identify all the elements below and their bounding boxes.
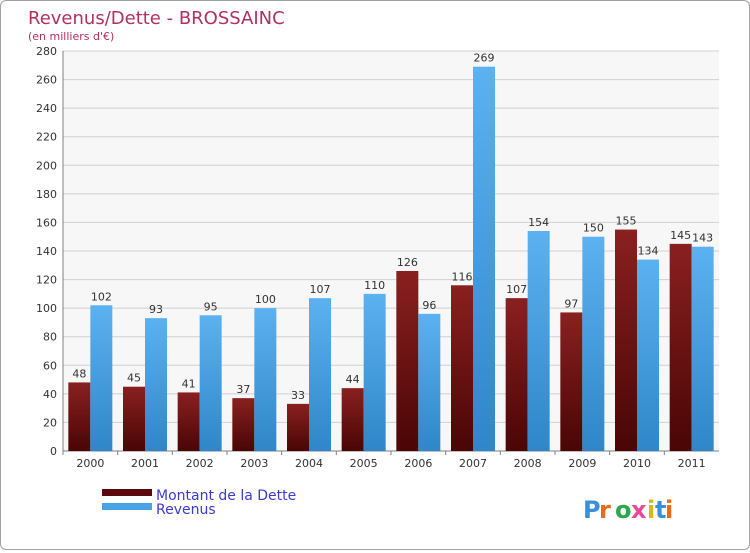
bar-revenus	[418, 313, 441, 451]
chart-title: Revenus/Dette - BROSSAINC	[28, 8, 285, 29]
y-axis-ticks: 0 20 40 60 80 100 120 140 160 180 200 220 240 260 280	[36, 45, 57, 458]
value-label-dette: 44	[346, 373, 360, 386]
bar-dette	[123, 386, 145, 451]
value-label-dette: 41	[182, 377, 196, 390]
logo-letter: i	[647, 496, 655, 524]
value-label-revenus: 154	[528, 216, 549, 229]
logo-letter: i	[665, 496, 673, 524]
value-label-revenus: 93	[149, 303, 163, 316]
logo-letter: x	[631, 496, 647, 524]
x-tick-label: 2000	[76, 457, 104, 470]
x-tick-label: 2006	[404, 457, 432, 470]
bar-revenus	[582, 236, 605, 451]
x-tick-label: 2011	[678, 457, 706, 470]
bar-dette	[287, 403, 309, 451]
bar-dette	[669, 243, 692, 451]
y-tick-label: 60	[43, 359, 57, 372]
y-tick-label: 260	[36, 74, 57, 87]
bar-revenus	[309, 298, 331, 451]
value-label-dette: 45	[127, 372, 141, 385]
value-label-dette: 97	[564, 297, 578, 310]
y-tick-label: 140	[36, 245, 57, 258]
bar-revenus	[363, 293, 386, 451]
bar-dette	[560, 312, 583, 451]
bar-revenus	[637, 259, 659, 451]
value-label-dette: 126	[397, 256, 418, 269]
value-label-revenus: 100	[255, 293, 276, 306]
y-tick-label: 120	[36, 274, 57, 287]
x-tick-label: 2004	[295, 457, 323, 470]
value-label-revenus: 96	[422, 299, 436, 312]
bar-revenus	[473, 66, 495, 451]
value-label-revenus: 107	[310, 283, 331, 296]
y-tick-label: 0	[50, 445, 57, 458]
value-label-revenus: 134	[638, 245, 659, 258]
y-tick-label: 80	[43, 331, 57, 344]
bar-revenus	[254, 308, 277, 451]
logo-letter: P	[583, 496, 601, 524]
legend-label-revenus: Revenus	[156, 502, 216, 518]
bars: 48 102 45 93 41 95 37 100 33 107 44 110 126 96 116 269 1…	[68, 52, 714, 451]
value-label-dette: 37	[236, 383, 250, 396]
y-tick-label: 180	[36, 188, 57, 201]
y-tick-label: 100	[36, 302, 57, 315]
y-tick-label: 280	[36, 45, 57, 58]
bar-revenus	[527, 231, 550, 451]
legend-swatch-revenus	[102, 503, 152, 510]
y-tick-label: 40	[43, 388, 57, 401]
bar-dette	[341, 388, 364, 451]
value-label-revenus: 110	[364, 279, 385, 292]
x-tick-label: 2002	[186, 457, 214, 470]
value-label-dette: 145	[670, 229, 691, 242]
y-tick-label: 160	[36, 216, 57, 229]
x-tick-label: 2007	[459, 457, 487, 470]
x-tick-label: 2003	[240, 457, 268, 470]
y-tick-label: 200	[36, 159, 57, 172]
bar-dette	[68, 382, 91, 451]
legend: Montant de la Dette Revenus	[102, 488, 296, 518]
chart-subtitle: (en milliers d'€)	[28, 30, 114, 43]
logo-letter: r	[599, 496, 611, 524]
bar-revenus	[199, 315, 222, 451]
logo-letter: o	[615, 496, 632, 524]
bar-dette	[396, 271, 419, 451]
x-tick-label: 2001	[131, 457, 159, 470]
value-label-dette: 155	[616, 215, 637, 228]
value-label-dette: 107	[506, 283, 527, 296]
x-tick-label: 2009	[568, 457, 596, 470]
x-tick-label: 2005	[350, 457, 378, 470]
bar-revenus	[90, 305, 113, 451]
value-label-dette: 116	[452, 270, 473, 283]
legend-swatch-dette	[102, 489, 152, 496]
y-tick-label: 240	[36, 102, 57, 115]
x-axis-ticks: 2000 2001 2002 2003 2004 2005 2006 2007 2008 2009…	[62, 451, 706, 470]
value-label-dette: 33	[291, 389, 305, 402]
x-tick-label: 2010	[623, 457, 651, 470]
bar-dette	[451, 285, 473, 451]
legend-label-dette: Montant de la Dette	[156, 488, 296, 504]
bar-dette	[177, 392, 200, 451]
bar-revenus	[691, 246, 714, 451]
bar-revenus	[145, 318, 167, 451]
value-label-revenus: 95	[204, 300, 218, 313]
bar-dette	[232, 398, 255, 451]
value-label-dette: 48	[72, 367, 86, 380]
y-tick-label: 220	[36, 131, 57, 144]
grid-lines	[62, 50, 719, 452]
x-tick-label: 2008	[514, 457, 542, 470]
value-label-revenus: 143	[692, 232, 713, 245]
bar-dette	[615, 229, 637, 451]
proxiti-logo: Pr o x i ti	[583, 496, 673, 524]
bar-dette	[505, 298, 528, 451]
value-label-revenus: 269	[474, 52, 495, 65]
y-tick-label: 20	[43, 416, 57, 429]
logo-letter: t	[655, 496, 666, 524]
value-label-revenus: 102	[91, 290, 112, 303]
value-label-revenus: 150	[583, 222, 604, 235]
